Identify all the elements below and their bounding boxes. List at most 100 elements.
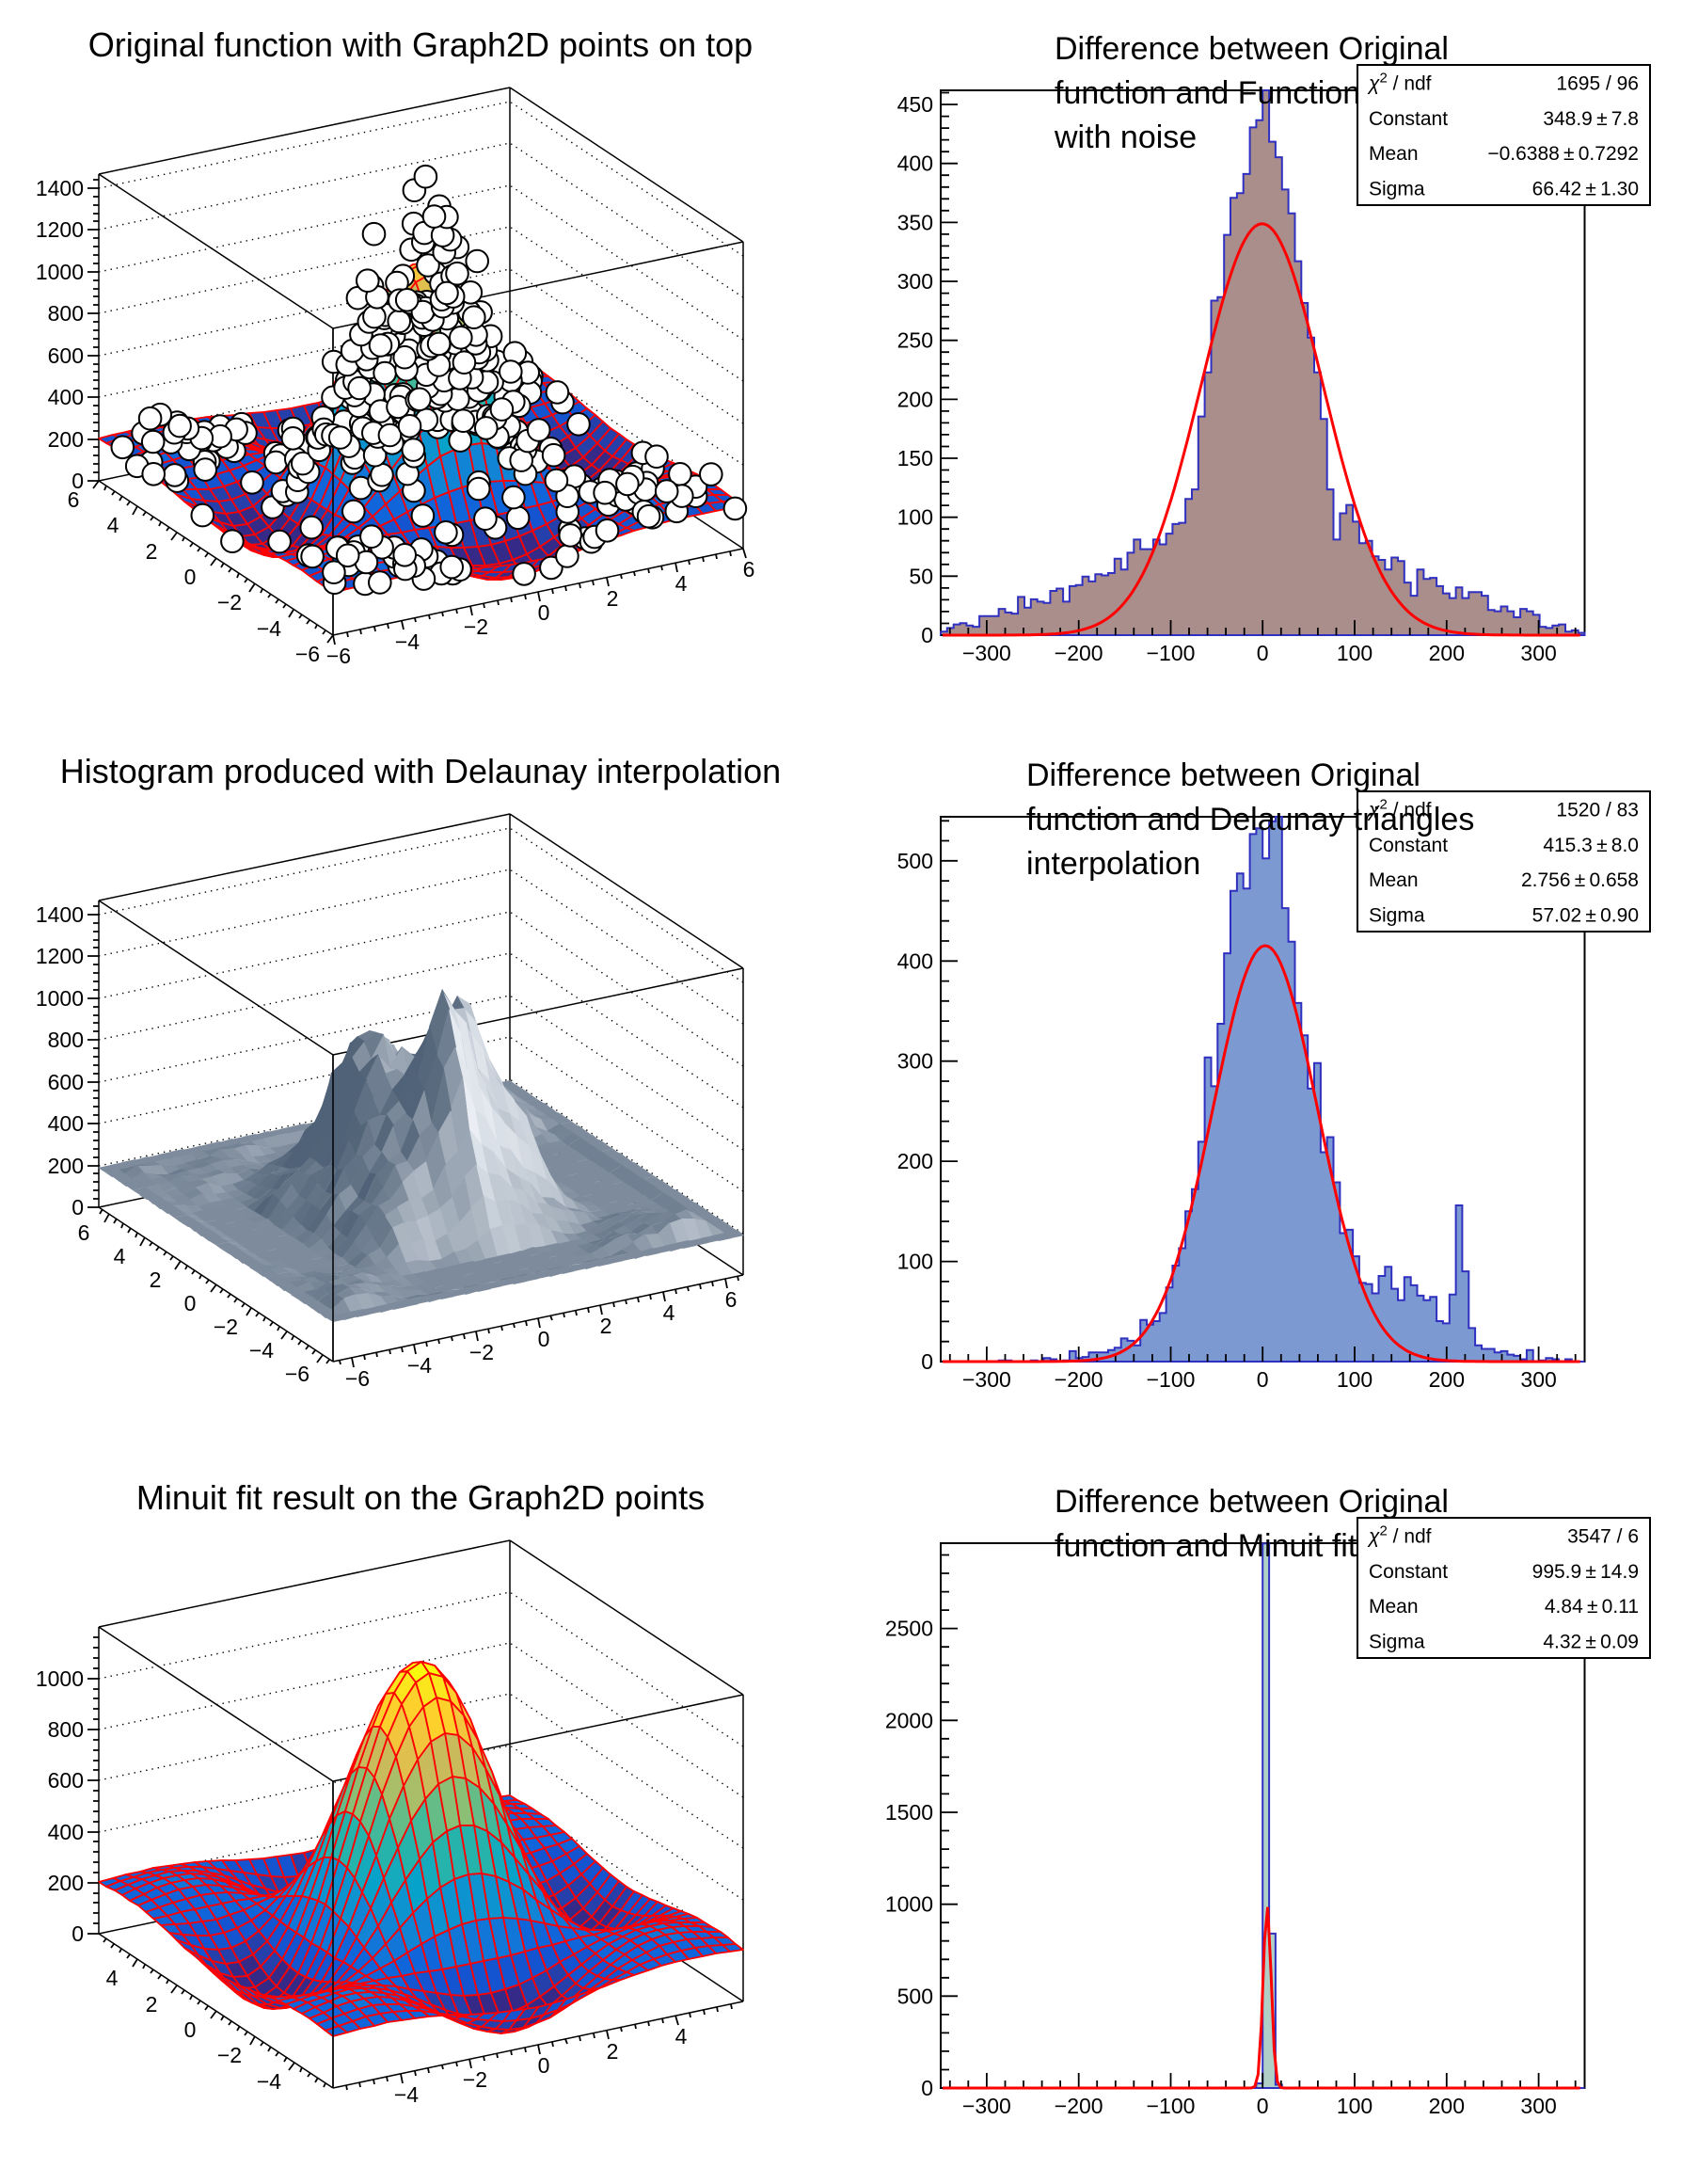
svg-text:6: 6 — [725, 1287, 738, 1312]
svg-text:500: 500 — [897, 1984, 933, 2008]
svg-text:1520 / 83: 1520 / 83 — [1556, 800, 1639, 821]
svg-text:Difference between Original: Difference between Original — [1055, 1484, 1449, 1520]
svg-text:200: 200 — [1429, 641, 1465, 665]
svg-text:function and Minuit fit: function and Minuit fit — [1055, 1528, 1357, 1564]
svg-text:300: 300 — [897, 269, 933, 294]
svg-text:0: 0 — [71, 1195, 84, 1220]
svg-text:Minuit fit result on the Graph: Minuit fit result on the Graph2D points — [136, 1478, 705, 1517]
svg-text:1400: 1400 — [36, 902, 84, 927]
svg-text:200: 200 — [1429, 2094, 1465, 2118]
svg-text:0: 0 — [71, 1921, 84, 1946]
svg-text:100: 100 — [1337, 1367, 1373, 1392]
svg-text:2: 2 — [146, 1992, 158, 2017]
svg-text:0: 0 — [921, 2076, 933, 2100]
svg-text:Constant: Constant — [1369, 108, 1448, 130]
svg-text:0: 0 — [538, 2053, 550, 2078]
svg-text:150: 150 — [897, 446, 933, 470]
svg-text:200: 200 — [48, 427, 84, 452]
svg-text:χ2 / ndf: χ2 / ndf — [1367, 1523, 1432, 1548]
svg-text:800: 800 — [48, 1717, 84, 1742]
svg-text:800: 800 — [48, 1028, 84, 1052]
svg-text:200: 200 — [1429, 1367, 1465, 1392]
svg-text:4.84 ± 0.11: 4.84 ± 0.11 — [1545, 1596, 1639, 1618]
svg-text:400: 400 — [48, 1820, 84, 1844]
svg-text:0: 0 — [184, 565, 197, 589]
svg-text:995.9 ± 14.9: 995.9 ± 14.9 — [1532, 1561, 1639, 1583]
svg-text:χ2 / ndf: χ2 / ndf — [1367, 71, 1432, 95]
svg-text:Sigma: Sigma — [1369, 1631, 1425, 1652]
svg-text:300: 300 — [1520, 1367, 1556, 1392]
svg-text:−4: −4 — [257, 2069, 281, 2094]
svg-text:6: 6 — [78, 1220, 90, 1245]
svg-text:0: 0 — [71, 469, 84, 493]
svg-text:450: 450 — [897, 92, 933, 117]
svg-text:−4: −4 — [395, 630, 420, 654]
svg-text:Sigma: Sigma — [1369, 178, 1425, 199]
svg-text:−2: −2 — [463, 2067, 487, 2092]
svg-text:1000: 1000 — [36, 1666, 84, 1691]
svg-text:Original function with Graph2D: Original function with Graph2D points on… — [88, 25, 753, 64]
svg-text:−6: −6 — [295, 642, 320, 666]
svg-text:6: 6 — [743, 557, 755, 582]
svg-text:4: 4 — [663, 1300, 675, 1325]
svg-text:0: 0 — [921, 1349, 933, 1374]
svg-text:300: 300 — [1520, 2094, 1556, 2118]
svg-text:1400: 1400 — [36, 176, 84, 200]
svg-text:800: 800 — [48, 301, 84, 326]
svg-text:Constant: Constant — [1369, 1561, 1448, 1583]
svg-text:4: 4 — [675, 2024, 688, 2048]
svg-text:4: 4 — [107, 513, 119, 537]
svg-text:200: 200 — [48, 1154, 84, 1178]
svg-text:Constant: Constant — [1369, 835, 1448, 856]
svg-text:200: 200 — [897, 1149, 933, 1173]
svg-text:1000: 1000 — [885, 1892, 933, 1917]
svg-text:400: 400 — [897, 949, 933, 973]
svg-text:−100: −100 — [1147, 1367, 1196, 1392]
svg-text:−2: −2 — [217, 590, 242, 614]
svg-text:57.02 ± 0.90: 57.02 ± 0.90 — [1532, 904, 1639, 926]
svg-text:0: 0 — [1257, 2094, 1269, 2118]
svg-text:400: 400 — [48, 1111, 84, 1136]
svg-text:0: 0 — [538, 600, 550, 625]
svg-text:−6: −6 — [345, 1366, 370, 1391]
svg-text:2500: 2500 — [885, 1617, 933, 1641]
svg-text:2: 2 — [607, 586, 619, 611]
svg-text:1200: 1200 — [36, 944, 84, 968]
svg-text:1695 / 96: 1695 / 96 — [1556, 73, 1639, 95]
svg-text:−6: −6 — [326, 644, 351, 668]
svg-text:4: 4 — [114, 1244, 126, 1268]
svg-text:2: 2 — [150, 1267, 162, 1292]
svg-text:0: 0 — [1257, 1367, 1269, 1392]
svg-text:−6: −6 — [285, 1362, 309, 1386]
svg-text:0: 0 — [184, 2017, 197, 2042]
svg-text:1500: 1500 — [885, 1800, 933, 1825]
svg-text:2.756 ± 0.658: 2.756 ± 0.658 — [1521, 869, 1639, 891]
svg-text:66.42 ± 1.30: 66.42 ± 1.30 — [1532, 178, 1639, 199]
svg-text:−2: −2 — [464, 614, 488, 639]
svg-text:348.9 ± 7.8: 348.9 ± 7.8 — [1543, 108, 1639, 130]
svg-text:−4: −4 — [407, 1353, 432, 1378]
svg-text:2000: 2000 — [885, 1708, 933, 1732]
svg-text:50: 50 — [909, 564, 933, 588]
svg-text:600: 600 — [48, 1070, 84, 1094]
svg-text:with noise: with noise — [1054, 120, 1197, 155]
svg-text:function and Delaunay triangle: function and Delaunay triangles — [1026, 802, 1474, 837]
svg-text:Difference between Original: Difference between Original — [1055, 31, 1449, 67]
svg-text:600: 600 — [48, 1768, 84, 1793]
svg-text:−300: −300 — [962, 641, 1011, 665]
svg-text:200: 200 — [48, 1871, 84, 1895]
svg-text:400: 400 — [897, 151, 933, 176]
svg-text:100: 100 — [897, 505, 933, 530]
svg-text:−200: −200 — [1055, 1367, 1103, 1392]
svg-text:6: 6 — [68, 487, 80, 512]
svg-text:4: 4 — [106, 1966, 119, 1990]
svg-text:300: 300 — [897, 1049, 933, 1074]
svg-text:2: 2 — [600, 1314, 612, 1338]
svg-text:500: 500 — [897, 849, 933, 873]
svg-text:600: 600 — [48, 343, 84, 368]
svg-text:Mean: Mean — [1369, 1596, 1419, 1618]
svg-text:0: 0 — [538, 1327, 550, 1351]
svg-text:400: 400 — [48, 385, 84, 409]
svg-text:−200: −200 — [1055, 641, 1103, 665]
svg-text:−100: −100 — [1147, 641, 1196, 665]
